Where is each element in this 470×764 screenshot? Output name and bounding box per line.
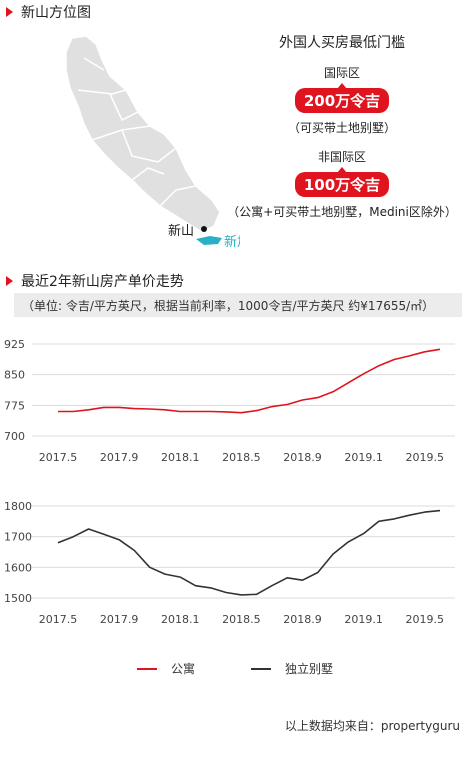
peninsula-map: 新山 新加坡 — [0, 30, 263, 255]
y-tick-label: 1500 — [4, 592, 32, 605]
legend-label-apartment: 公寓 — [170, 662, 195, 676]
legend-item-apartment: 公寓 — [136, 660, 195, 677]
unit-note-bar: （单位: 令吉/平方英尺，根据当前利率，1000令吉/平方英尺 约¥17655/… — [14, 293, 462, 317]
johor-bahru-label: 新山 — [168, 223, 194, 239]
triangle-icon — [6, 276, 13, 286]
x-tick-label: 2019.1 — [344, 451, 383, 464]
y-tick-label: 850 — [4, 369, 25, 382]
y-tick-label: 925 — [4, 338, 25, 351]
zone1-price-badge: 200万令吉 — [294, 83, 390, 113]
x-tick-label: 2019.5 — [405, 613, 444, 626]
zone1-note: （可买带土地别墅） — [287, 121, 396, 135]
x-tick-label: 2019.5 — [405, 451, 444, 464]
x-tick-label: 2017.5 — [39, 613, 78, 626]
section-title-map-text: 新山方位图 — [21, 5, 91, 21]
section-title-map: 新山方位图 — [6, 2, 91, 22]
data-source-note: 以上数据均来自：propertyguru — [284, 719, 460, 733]
zone2-note: （公寓+可买带土地别墅，Medini区除外） — [227, 205, 457, 219]
min-threshold-info: 外国人买房最低门槛 国际区 200万令吉 （可买带土地别墅） 非国际区 100万… — [222, 30, 462, 220]
y-tick-label: 775 — [4, 399, 25, 412]
zone2-label: 非国际区 — [317, 150, 366, 164]
y-tick-label: 700 — [4, 430, 25, 443]
y-tick-label: 1600 — [4, 561, 32, 574]
series-line — [58, 348, 441, 414]
x-tick-label: 2018.9 — [283, 451, 322, 464]
malaysia-land-shape — [65, 35, 221, 233]
zone1-label: 国际区 — [323, 66, 360, 80]
section-title-price-trend: 最近2年新山房产单价走势 — [6, 271, 184, 291]
x-tick-label: 2018.5 — [222, 451, 261, 464]
x-tick-label: 2018.5 — [222, 613, 261, 626]
apartment-price-chart: 700 775 850 925 2017.5 2017.9 2018.1 2018.5 2018… — [4, 338, 455, 464]
triangle-icon — [6, 7, 13, 17]
chart-legend: 公寓 独立别墅 — [0, 660, 470, 677]
x-tick-label: 2017.9 — [100, 451, 139, 464]
x-tick-label: 2018.9 — [283, 613, 322, 626]
x-tick-label: 2017.5 — [39, 451, 78, 464]
x-tick-label: 2017.9 — [100, 613, 139, 626]
zone2-price-badge: 100万令吉 — [294, 167, 390, 197]
legend-label-villa: 独立别墅 — [285, 662, 334, 676]
villa-price-chart: 1500 1600 1700 1800 2017.5 2017.9 2018.1 2018.5… — [4, 500, 455, 626]
y-tick-label: 1800 — [4, 500, 32, 513]
singapore-label: 新加坡 — [224, 234, 240, 250]
legend-swatch-apartment — [136, 667, 157, 670]
x-tick-label: 2019.1 — [344, 613, 383, 626]
series-line — [57, 509, 441, 596]
legend-swatch-villa — [251, 667, 271, 670]
x-tick-label: 2018.1 — [161, 613, 200, 626]
y-tick-label: 1700 — [4, 531, 32, 544]
singapore-shape — [196, 236, 222, 245]
info-title: 外国人买房最低门槛 — [279, 35, 405, 51]
section-title-price-trend-text: 最近2年新山房产单价走势 — [21, 274, 184, 290]
johor-bahru-dot — [201, 226, 207, 232]
x-tick-label: 2018.1 — [161, 451, 200, 464]
legend-item-villa: 独立别墅 — [251, 660, 333, 677]
